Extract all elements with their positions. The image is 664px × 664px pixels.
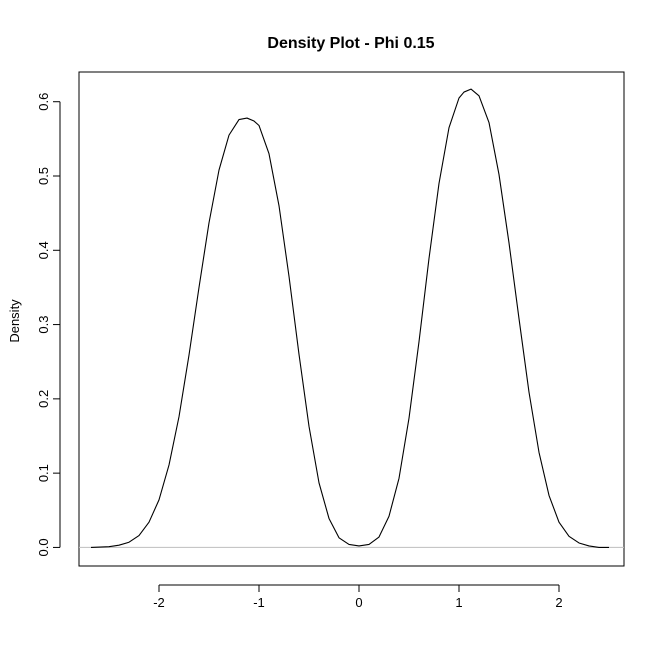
x-tick-label: 1 [455,595,462,610]
x-axis: -2 -1 0 1 2 [153,584,563,610]
x-tick-label: 0 [355,595,362,610]
density-line [90,88,609,548]
y-axis: 0.0 0.1 0.2 0.3 0.4 0.5 0.6 [36,93,61,556]
chart-title: Density Plot - Phi 0.15 [267,35,434,52]
y-tick-label: 0.2 [36,390,51,408]
x-tick-label: -1 [253,595,265,610]
y-axis-title: Density [7,299,22,343]
y-tick-label: 0.0 [36,538,51,556]
y-tick-label: 0.4 [36,241,51,259]
x-tick-label: -2 [153,595,165,610]
y-tick-label: 0.6 [36,93,51,111]
plot-frame [78,71,625,567]
y-tick-label: 0.5 [36,167,51,185]
y-tick-label: 0.3 [36,316,51,334]
series-layer [90,88,609,548]
x-tick-label: 2 [555,595,562,610]
y-tick-label: 0.1 [36,464,51,482]
